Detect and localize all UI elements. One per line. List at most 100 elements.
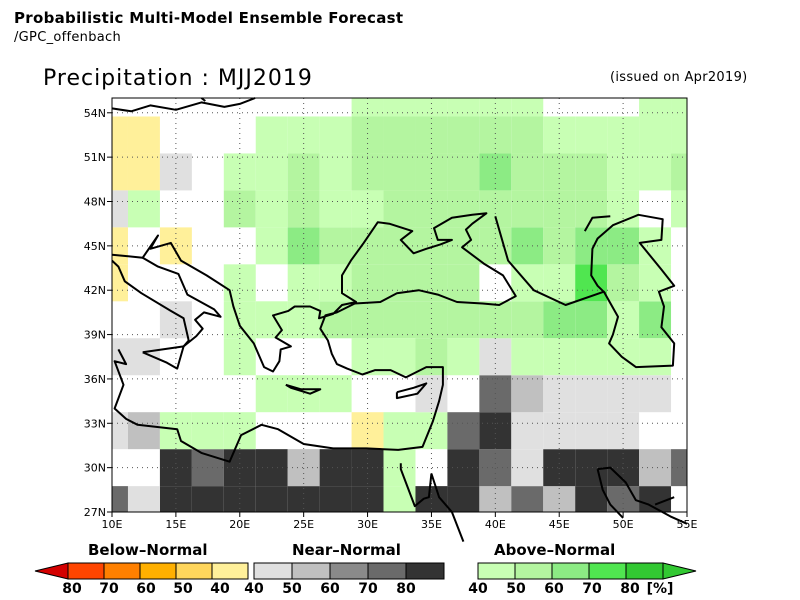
probability-cell <box>575 153 608 191</box>
probability-cell <box>319 153 352 191</box>
x-tick-label: 30E <box>357 518 378 531</box>
legend-above-arrow <box>662 562 697 580</box>
probability-cell <box>671 190 687 228</box>
probability-cell <box>575 412 608 450</box>
probability-cell <box>223 153 256 191</box>
probability-cell <box>319 449 352 487</box>
legend-near-label: 50 <box>282 581 302 597</box>
probability-cell <box>191 486 224 512</box>
legend-above-swatch <box>625 562 664 580</box>
probability-cell <box>575 375 608 413</box>
probability-cell <box>319 116 352 154</box>
probability-cell <box>543 116 576 154</box>
probability-cell <box>255 153 288 191</box>
probability-cell <box>383 153 416 191</box>
probability-cell <box>511 98 544 117</box>
probability-cell <box>415 153 448 191</box>
probability-cell <box>112 412 128 450</box>
probability-cell <box>415 116 448 154</box>
y-tick-label: 42N <box>84 284 106 297</box>
coastline-path <box>111 259 190 348</box>
legend-below-arrow <box>34 562 69 580</box>
x-tick-label: 15E <box>165 518 186 531</box>
probability-cell <box>415 98 448 117</box>
probability-cell <box>287 153 320 191</box>
legend-near-swatch <box>329 562 369 580</box>
probability-cell <box>543 338 576 376</box>
legend-below-label: 70 <box>99 581 119 597</box>
probability-cell <box>447 153 480 191</box>
y-tick-label: 45N <box>84 240 106 253</box>
y-tick-label: 54N <box>84 107 106 120</box>
probability-cell <box>255 116 288 154</box>
probability-cell <box>447 338 480 376</box>
probability-cell <box>383 116 416 154</box>
probability-cell <box>127 153 160 191</box>
probability-cell <box>543 301 576 339</box>
probability-cell <box>255 190 288 228</box>
probability-cell <box>287 116 320 154</box>
probability-cell <box>127 486 160 512</box>
legend-above-swatch <box>551 562 590 580</box>
legend-above-swatch <box>588 562 627 580</box>
figure-subtitle: /GPC_offenbach <box>14 30 122 45</box>
legend-below-title: Below–Normal <box>88 541 208 559</box>
legend-below-swatch <box>211 562 249 580</box>
legend-near-label: 40 <box>244 581 264 597</box>
probability-cell <box>383 301 416 339</box>
y-tick-label: 51N <box>84 151 106 164</box>
legend-near-swatch <box>253 562 293 580</box>
probability-cell <box>639 153 672 191</box>
probability-cell <box>127 116 160 154</box>
probability-cell <box>351 338 384 376</box>
legend-near-swatch <box>405 562 445 580</box>
figure-title: Probabilistic Multi-Model Ensemble Forec… <box>14 9 404 27</box>
probability-cell <box>447 412 480 450</box>
probability-cell <box>415 486 448 512</box>
legend-near-swatch <box>291 562 331 580</box>
legend-above-swatch <box>477 562 516 580</box>
probability-cell <box>639 98 672 117</box>
probability-cell <box>319 486 352 512</box>
probability-cell <box>447 301 480 339</box>
probability-cell <box>511 301 544 339</box>
y-tick-label: 39N <box>84 329 106 342</box>
issued-date: (issued on Apr2019) <box>610 70 748 85</box>
legend-above-swatch <box>514 562 553 580</box>
x-tick-label: 25E <box>293 518 314 531</box>
probability-cell <box>223 486 256 512</box>
coastline-path <box>494 213 676 369</box>
probability-cell <box>287 486 320 512</box>
coastline-path <box>111 212 517 463</box>
probability-cell <box>479 486 512 512</box>
probability-cell <box>112 338 128 376</box>
probability-cell <box>447 264 480 302</box>
x-tick-label: 55E <box>677 518 698 531</box>
probability-cell <box>287 264 320 302</box>
x-axis-ticks: 10E 15E 20E 25E 30E 35E 40E 45E 50E 55E <box>102 512 698 531</box>
probability-cell <box>575 301 608 339</box>
coastline-path <box>399 463 433 508</box>
probability-cell <box>671 153 687 191</box>
probability-cell <box>479 301 512 339</box>
x-tick-label: 35E <box>421 518 442 531</box>
probability-cell <box>639 375 672 413</box>
coastline-path <box>142 256 222 348</box>
probability-cell <box>383 486 416 512</box>
probability-cell <box>383 98 416 117</box>
probability-cell <box>575 338 608 376</box>
probability-cell <box>511 338 544 376</box>
probability-cell <box>479 449 512 487</box>
legend-below-label: 50 <box>173 581 193 597</box>
probability-cell <box>223 301 256 339</box>
legend-below-swatch <box>67 562 105 580</box>
probability-cell <box>511 486 544 512</box>
probability-cell <box>159 449 192 487</box>
legend-near-label: 60 <box>320 581 340 597</box>
coastline-path <box>430 473 465 542</box>
probability-cell <box>447 98 480 117</box>
probability-cell <box>351 301 384 339</box>
probability-cell <box>223 338 256 376</box>
probability-cell <box>575 116 608 154</box>
